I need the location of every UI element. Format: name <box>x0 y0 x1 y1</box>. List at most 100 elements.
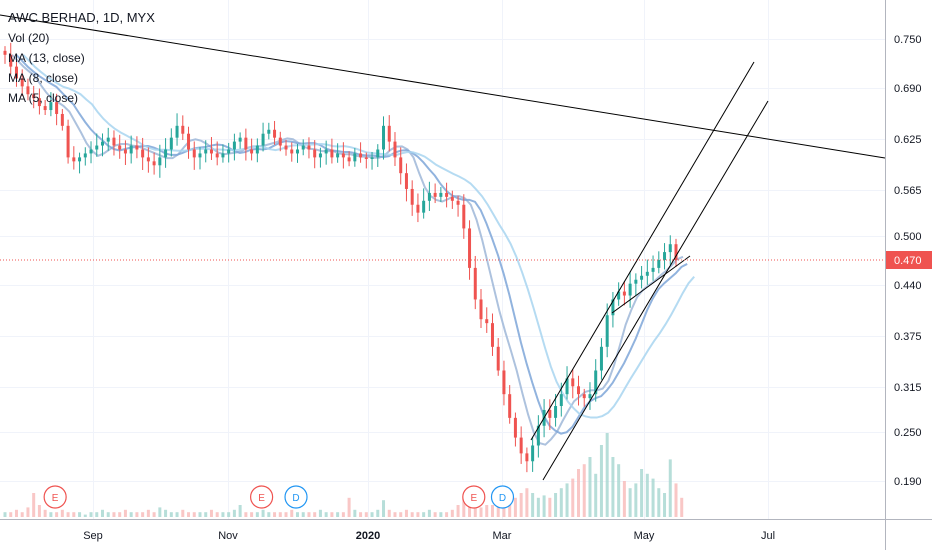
earnings-event-marker[interactable]: E <box>250 485 274 509</box>
candle-body <box>324 149 328 154</box>
volume-bar <box>129 512 133 517</box>
volume-bar <box>78 512 82 517</box>
volume-bar <box>215 512 219 517</box>
volume-bar <box>439 512 443 517</box>
dividend-event-marker[interactable]: D <box>490 485 515 509</box>
volume-bar <box>307 512 311 517</box>
candle-body <box>445 192 449 197</box>
time-axis[interactable]: Sep Nov 2020 Mar May Jul <box>83 530 775 542</box>
candle-body <box>617 291 621 300</box>
event-badge-label: E <box>258 493 265 504</box>
volume-bar <box>55 512 59 517</box>
candle-body <box>674 244 678 260</box>
price-tick-label: 0.690 <box>894 83 922 95</box>
volume-bar <box>376 509 380 517</box>
volume-bar <box>496 502 500 517</box>
volume-bar <box>295 512 299 517</box>
time-tick-label: Sep <box>83 530 103 542</box>
volume-bar <box>353 509 357 517</box>
trendlines[interactable] <box>0 14 886 481</box>
volume-bar <box>175 512 179 517</box>
candle-body <box>628 283 632 296</box>
volume-bar <box>548 497 552 517</box>
candle-body <box>175 125 179 138</box>
volume-bar <box>232 509 236 517</box>
candle-body <box>295 149 299 154</box>
candle-body <box>364 157 368 159</box>
candle-body <box>100 141 104 146</box>
volume-bar <box>640 469 644 517</box>
volume-bar <box>445 512 449 517</box>
candle-body <box>267 129 271 134</box>
price-axis[interactable]: 0.750 0.690 0.625 0.565 0.500 0.440 0.375 0.315… <box>894 34 922 488</box>
candle-body <box>221 153 225 158</box>
candle-body <box>588 394 592 399</box>
candle-body <box>278 137 282 146</box>
dividend-event-marker[interactable]: D <box>284 485 308 509</box>
indicator-ma13[interactable]: MA (13, close) <box>8 51 85 65</box>
volume-bar <box>473 507 477 517</box>
channel-upper-line[interactable] <box>530 61 755 441</box>
candle-body <box>404 173 408 189</box>
indicator-ma8[interactable]: MA (8, close) <box>8 71 79 85</box>
volume-bar <box>221 512 225 517</box>
candle-body <box>663 252 667 260</box>
volume-bar <box>387 509 391 517</box>
price-tick-label: 0.750 <box>894 34 922 46</box>
volume-bar <box>83 514 87 517</box>
ma5-line <box>11 54 684 446</box>
volume-bar <box>100 509 104 517</box>
volume-bar <box>169 512 173 517</box>
channel-lower-line[interactable] <box>542 100 769 481</box>
candle-body <box>651 267 655 272</box>
indicator-ma5[interactable]: MA (5, close) <box>8 91 79 105</box>
candle-body <box>250 149 254 154</box>
volume-bar <box>255 512 259 517</box>
ma8-line <box>15 54 688 435</box>
candlesticks <box>3 42 678 473</box>
earnings-event-marker[interactable]: E <box>462 485 486 509</box>
volume-bar <box>60 509 64 517</box>
event-badge-label: E <box>470 493 477 504</box>
volume-bar <box>364 512 368 517</box>
candle-body <box>55 102 59 114</box>
volume-bar <box>198 512 202 517</box>
last-price-label: 0.470 <box>894 255 922 267</box>
candle-body <box>112 137 116 146</box>
volume-bar <box>427 509 431 517</box>
volume-bar <box>341 512 345 517</box>
volume-bar <box>605 433 609 517</box>
volume-bar <box>663 493 667 517</box>
indicator-volume[interactable]: Vol (20) <box>8 31 50 45</box>
candle-body <box>78 157 82 162</box>
volume-bar <box>433 512 437 517</box>
volume-bar <box>336 512 340 517</box>
volume-bar <box>485 505 489 517</box>
long-term-downtrend-line[interactable] <box>0 14 886 159</box>
support-trendline[interactable] <box>611 255 691 314</box>
candle-body <box>341 153 345 158</box>
volume-bar <box>525 488 529 517</box>
volume-bar <box>410 512 414 517</box>
volume-bar <box>416 512 420 517</box>
volume-bar <box>187 512 191 517</box>
symbol-title[interactable]: AWC BERHAD, 1D, MYX <box>8 10 155 25</box>
volume-bar <box>244 512 248 517</box>
candle-body <box>9 54 13 67</box>
candle-body <box>353 153 357 162</box>
volume-bar <box>462 497 466 517</box>
candle-body <box>273 129 277 138</box>
volume-bar <box>450 509 454 517</box>
candle-body <box>427 192 431 201</box>
candle-body <box>135 145 139 150</box>
volume-bar <box>611 457 615 517</box>
earnings-event-marker[interactable]: E <box>43 485 67 509</box>
candle-body <box>187 133 191 150</box>
candle-body <box>479 299 483 320</box>
volume-bar <box>628 488 632 517</box>
event-badge <box>462 485 486 509</box>
price-tick-label: 0.190 <box>894 476 922 488</box>
event-badge-label: D <box>292 493 299 504</box>
